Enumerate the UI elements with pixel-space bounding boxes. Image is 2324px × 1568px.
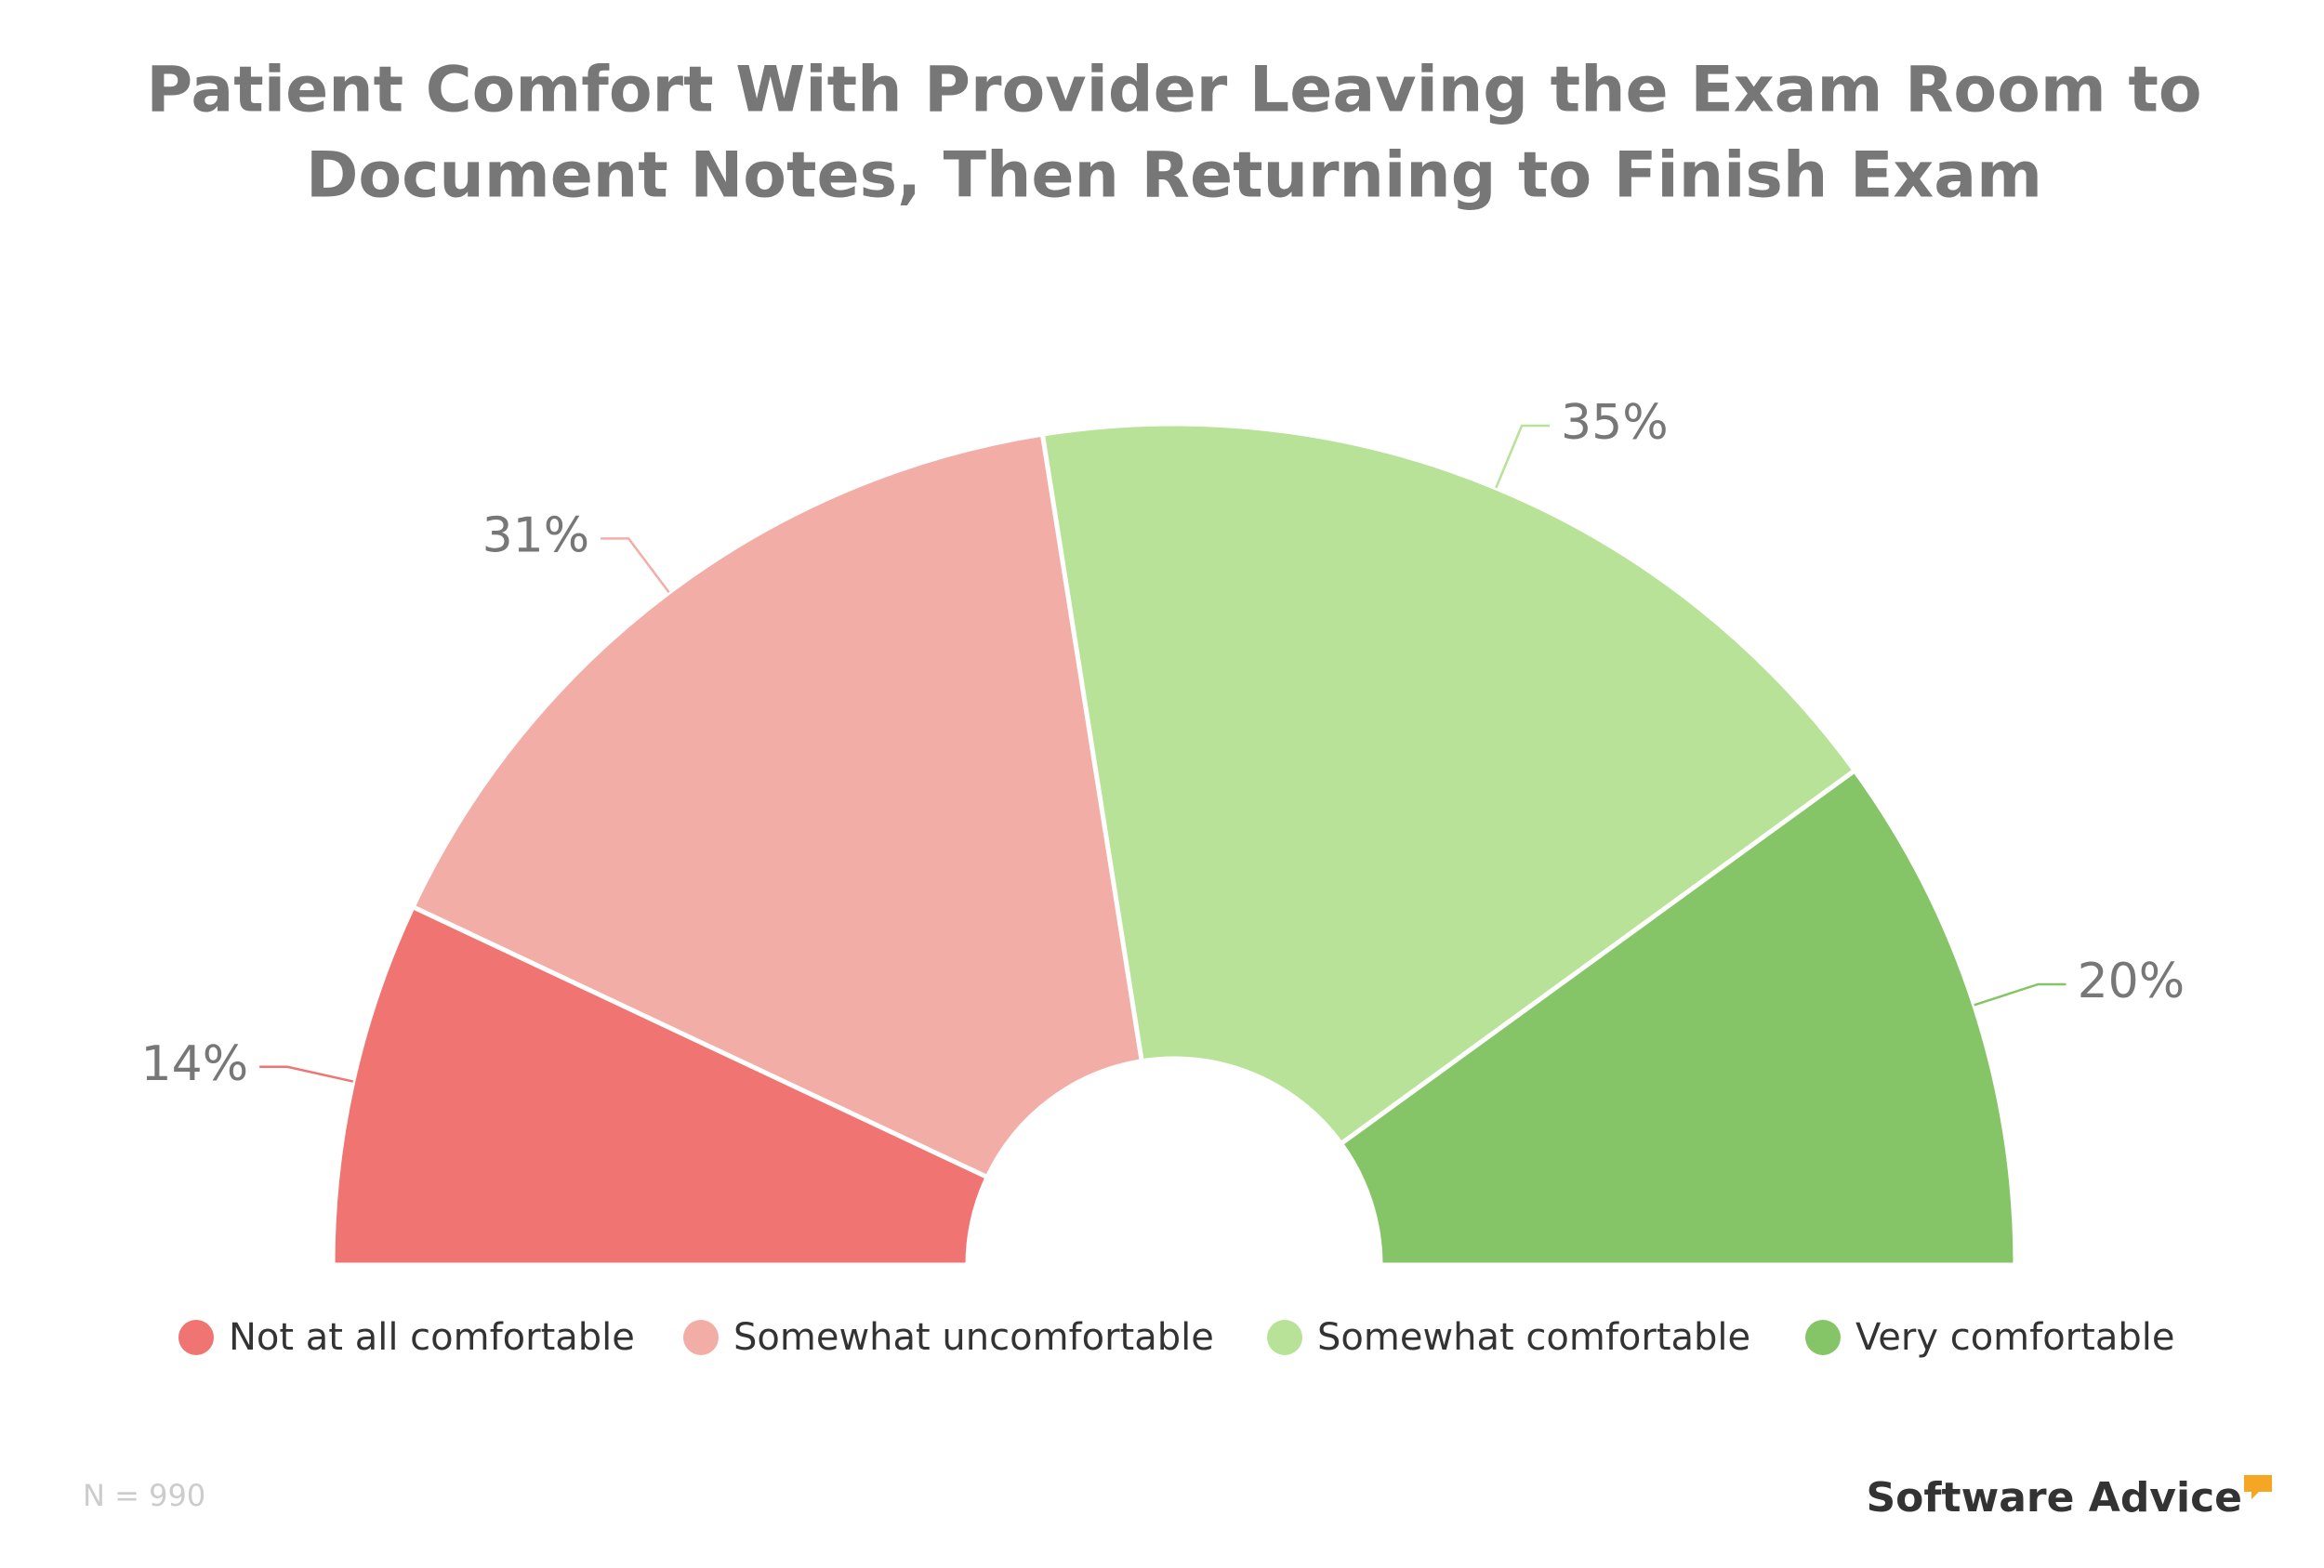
brand-icon (2244, 1475, 2272, 1499)
data-label: 14% (141, 1036, 249, 1092)
brand-logo: Software Advice (1866, 1474, 2242, 1522)
leader-line (601, 537, 670, 594)
legend-label: Not at all comfortable (229, 1316, 635, 1359)
sample-note: N = 990 (83, 1478, 205, 1513)
data-label: 20% (2078, 954, 2185, 1009)
chart-title: Document Notes, Then Returning to Finish… (306, 139, 2042, 213)
leader-line (1495, 424, 1551, 489)
donut-segment (1338, 767, 2018, 1268)
donut-segment (409, 431, 1145, 1180)
legend-swatch (178, 1320, 214, 1355)
legend-swatch (1805, 1320, 1841, 1355)
legend-swatch (683, 1320, 719, 1355)
donut-segment (1039, 421, 1858, 1148)
data-label: 35% (1561, 395, 1669, 451)
donut-segment (330, 903, 991, 1268)
legend-label: Somewhat comfortable (1317, 1316, 1750, 1359)
legend-swatch (1267, 1320, 1302, 1355)
legend-label: Very comfortable (1855, 1316, 2174, 1359)
leader-line (259, 1065, 354, 1083)
legend-label: Somewhat uncomfortable (733, 1316, 1214, 1359)
data-label: 31% (482, 507, 590, 563)
chart-title: Patient Comfort With Provider Leaving th… (146, 54, 2201, 127)
leader-line (1974, 982, 2067, 1007)
